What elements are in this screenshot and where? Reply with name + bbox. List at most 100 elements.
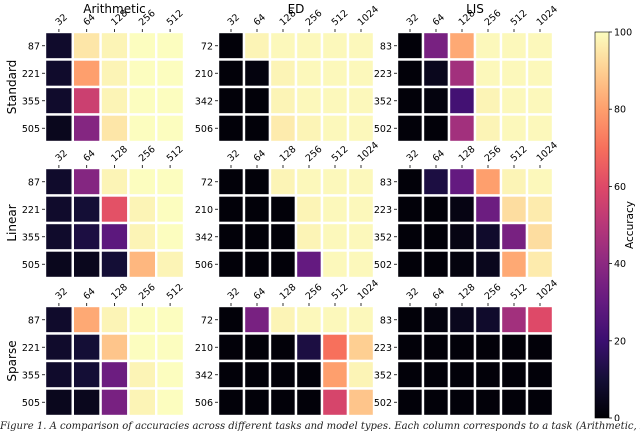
y-tick-label: 505 bbox=[22, 398, 40, 409]
heatmap-cell bbox=[421, 304, 451, 335]
row-title: Sparse bbox=[5, 340, 19, 381]
x-tick-label: 512 bbox=[165, 8, 186, 28]
heatmap-cell bbox=[127, 194, 158, 225]
heatmap-panel: 32 64 128 256 512 1024 83 223 352 502 bbox=[374, 140, 560, 280]
heatmap-cell bbox=[395, 113, 425, 144]
heatmap-cell bbox=[71, 58, 102, 89]
colorbar-tick-label: 80 bbox=[614, 105, 626, 116]
x-tick-label: 1024 bbox=[356, 278, 381, 302]
heatmap-cell bbox=[71, 359, 102, 390]
y-tick-label: 355 bbox=[22, 96, 40, 107]
heatmap-cell bbox=[294, 194, 324, 225]
heatmap-cell bbox=[473, 85, 503, 116]
x-tick-label: 32 bbox=[226, 286, 242, 302]
heatmap-cell bbox=[43, 113, 74, 144]
heatmap-cell bbox=[421, 249, 451, 280]
heatmap-cell bbox=[71, 304, 102, 335]
heatmap-cell bbox=[447, 30, 477, 61]
heatmap-cell bbox=[421, 85, 451, 116]
heatmap-cell bbox=[43, 387, 74, 418]
heatmap-cell bbox=[216, 194, 246, 225]
y-tick-label: 72 bbox=[201, 177, 213, 188]
heatmap-cell bbox=[154, 304, 186, 335]
heatmap-cell bbox=[395, 332, 425, 363]
heatmap-cell bbox=[499, 304, 529, 335]
heatmap-cell bbox=[43, 249, 74, 280]
y-tick-label: 83 bbox=[380, 177, 392, 188]
x-tick-label: 128 bbox=[278, 282, 299, 302]
x-tick-label: 64 bbox=[252, 12, 268, 28]
row-title: Linear bbox=[5, 204, 19, 241]
heatmap-cell bbox=[421, 30, 451, 61]
heatmap-cell bbox=[71, 85, 102, 116]
heatmap-cell bbox=[242, 166, 272, 197]
x-tick-label: 64 bbox=[81, 148, 97, 164]
heatmap-cell bbox=[499, 332, 529, 363]
heatmap-cell bbox=[154, 249, 186, 280]
heatmap-cell bbox=[154, 85, 186, 116]
heatmap-cell bbox=[320, 113, 350, 144]
heatmap-cell bbox=[242, 30, 272, 61]
heatmap-cell bbox=[43, 166, 74, 197]
x-tick-label: 32 bbox=[54, 12, 70, 28]
heatmap-cell bbox=[320, 30, 350, 61]
y-tick-label: 223 bbox=[374, 69, 392, 80]
heatmap-cell bbox=[216, 30, 246, 61]
heatmap-cell bbox=[154, 332, 186, 363]
heatmap-cell bbox=[154, 221, 186, 252]
heatmap-cell bbox=[99, 221, 130, 252]
heatmap-cell bbox=[447, 221, 477, 252]
heatmap-cell bbox=[127, 359, 158, 390]
heatmap-cell bbox=[421, 166, 451, 197]
x-tick-label: 128 bbox=[109, 144, 130, 164]
heatmap-figure: Arithmetic ED LIS Standard Linear Sparse 32 64 1… bbox=[5, 2, 636, 421]
heatmap-cell bbox=[421, 113, 451, 144]
heatmap-cell bbox=[43, 194, 74, 225]
heatmap-cell bbox=[294, 30, 324, 61]
heatmap-cell bbox=[525, 194, 555, 225]
heatmap-cell bbox=[216, 249, 246, 280]
heatmap-cell bbox=[447, 194, 477, 225]
x-tick-label: 32 bbox=[226, 148, 242, 164]
heatmap-cell bbox=[447, 113, 477, 144]
y-tick-label: 506 bbox=[195, 124, 213, 135]
heatmap-cell bbox=[99, 113, 130, 144]
heatmap-cell bbox=[127, 166, 158, 197]
heatmap-cell bbox=[127, 30, 158, 61]
heatmap-cell bbox=[294, 359, 324, 390]
x-tick-label: 64 bbox=[81, 286, 97, 302]
x-tick-label: 1024 bbox=[535, 4, 560, 28]
colorbar-tick-label: 20 bbox=[614, 336, 626, 347]
x-tick-label: 64 bbox=[252, 286, 268, 302]
x-tick-label: 1024 bbox=[356, 140, 381, 164]
heatmap-cell bbox=[395, 249, 425, 280]
heatmap-cell bbox=[71, 194, 102, 225]
x-tick-label: 512 bbox=[509, 144, 530, 164]
heatmap-cell bbox=[473, 387, 503, 418]
x-tick-label: 256 bbox=[483, 282, 504, 302]
heatmap-cell bbox=[154, 30, 186, 61]
x-tick-label: 32 bbox=[226, 12, 242, 28]
heatmap-cell bbox=[395, 58, 425, 89]
heatmap-cell bbox=[127, 113, 158, 144]
heatmap-cell bbox=[242, 221, 272, 252]
heatmap-cell bbox=[346, 30, 376, 61]
heatmap-cell bbox=[99, 166, 130, 197]
heatmap-cell bbox=[473, 221, 503, 252]
heatmap-cell bbox=[447, 166, 477, 197]
heatmap-cell bbox=[346, 194, 376, 225]
heatmap-cell bbox=[499, 221, 529, 252]
heatmap-cell bbox=[320, 221, 350, 252]
x-tick-label: 128 bbox=[457, 282, 478, 302]
heatmap-cell bbox=[43, 304, 74, 335]
heatmap-cell bbox=[346, 221, 376, 252]
x-tick-label: 256 bbox=[304, 8, 325, 28]
heatmap-cell bbox=[127, 332, 158, 363]
heatmap-cell bbox=[268, 249, 298, 280]
heatmap-panel: 32 64 128 256 512 87 221 355 505 bbox=[22, 282, 186, 418]
y-tick-label: 221 bbox=[22, 205, 40, 216]
y-tick-label: 87 bbox=[28, 315, 40, 326]
x-tick-label: 512 bbox=[165, 144, 186, 164]
heatmap-cell bbox=[43, 332, 74, 363]
heatmap-cell bbox=[294, 387, 324, 418]
